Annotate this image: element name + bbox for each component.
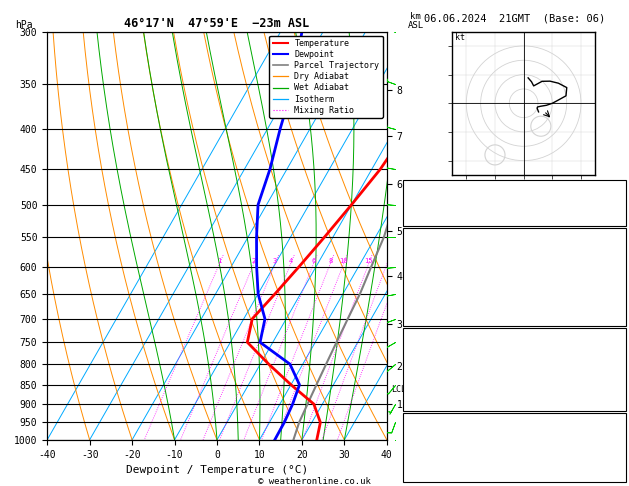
Text: 0: 0 [614, 295, 620, 305]
Text: K: K [408, 183, 413, 193]
Text: 06.06.2024  21GMT  (Base: 06): 06.06.2024 21GMT (Base: 06) [423, 14, 605, 24]
Text: 22: 22 [608, 439, 620, 449]
Text: 0: 0 [614, 394, 620, 404]
Text: 2: 2 [252, 258, 256, 264]
Text: CIN (J): CIN (J) [408, 394, 448, 404]
Text: 4: 4 [289, 258, 292, 264]
Text: θₑ (K): θₑ (K) [408, 354, 443, 364]
Title: 46°17'N  47°59'E  −23m ASL: 46°17'N 47°59'E −23m ASL [125, 17, 309, 31]
Text: 13.6: 13.6 [596, 255, 620, 265]
Text: kt: kt [455, 33, 465, 42]
Text: 0: 0 [614, 381, 620, 391]
Text: 0: 0 [614, 308, 620, 318]
Text: 1: 1 [217, 258, 221, 264]
Text: 8: 8 [328, 258, 332, 264]
Text: SREH: SREH [408, 439, 431, 449]
Text: θₑ(K): θₑ(K) [408, 268, 437, 278]
Text: Hodograph: Hodograph [487, 416, 541, 426]
Text: 325: 325 [602, 354, 620, 364]
Text: 15: 15 [364, 258, 373, 264]
Text: Dewp (°C): Dewp (°C) [408, 255, 460, 265]
Text: Lifted Index: Lifted Index [408, 367, 478, 378]
X-axis label: Dewpoint / Temperature (°C): Dewpoint / Temperature (°C) [126, 465, 308, 475]
Text: 6: 6 [311, 258, 316, 264]
Text: 35: 35 [608, 426, 620, 436]
Text: Most Unstable: Most Unstable [476, 331, 552, 341]
Text: LCL: LCL [391, 385, 406, 394]
Text: 323: 323 [602, 268, 620, 278]
Text: CAPE (J): CAPE (J) [408, 295, 455, 305]
Text: 4: 4 [614, 282, 620, 292]
Text: hPa: hPa [15, 19, 33, 30]
Text: StmSpd (kt): StmSpd (kt) [408, 465, 472, 475]
Text: Totals Totals: Totals Totals [408, 197, 484, 207]
Text: 3: 3 [273, 258, 277, 264]
Text: CAPE (J): CAPE (J) [408, 381, 455, 391]
Text: PW (cm): PW (cm) [408, 211, 448, 222]
Text: km
ASL: km ASL [408, 12, 424, 30]
Text: Surface: Surface [494, 231, 535, 242]
Text: © weatheronline.co.uk: © weatheronline.co.uk [258, 476, 371, 486]
Text: Temp (°C): Temp (°C) [408, 242, 460, 252]
Text: CIN (J): CIN (J) [408, 308, 448, 318]
Text: 6: 6 [614, 183, 620, 193]
Text: EH: EH [408, 426, 420, 436]
Text: 1000: 1000 [596, 341, 620, 351]
Text: 10: 10 [340, 258, 348, 264]
Text: 1.57: 1.57 [596, 211, 620, 222]
Text: 23.5: 23.5 [596, 242, 620, 252]
Legend: Temperature, Dewpoint, Parcel Trajectory, Dry Adiabat, Wet Adiabat, Isotherm, Mi: Temperature, Dewpoint, Parcel Trajectory… [269, 36, 382, 118]
Text: StmDir: StmDir [408, 452, 443, 462]
Text: 34: 34 [608, 197, 620, 207]
Text: 309°: 309° [596, 452, 620, 462]
Text: 4: 4 [614, 367, 620, 378]
Text: Lifted Index: Lifted Index [408, 282, 478, 292]
Text: Pressure (mb): Pressure (mb) [408, 341, 484, 351]
Text: 9: 9 [614, 465, 620, 475]
